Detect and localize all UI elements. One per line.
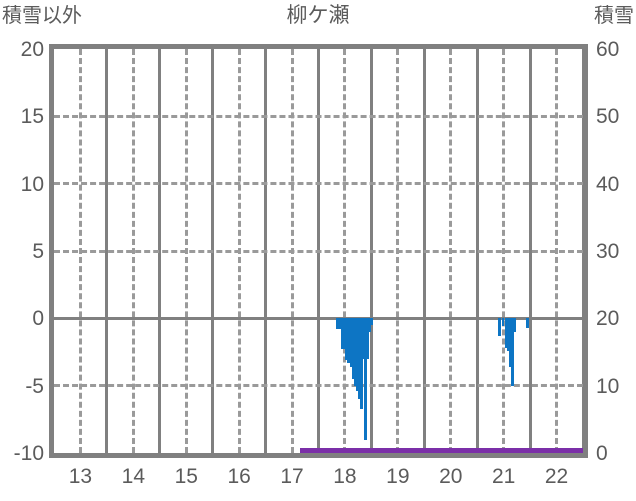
bar xyxy=(338,318,341,330)
y-axis-right-tick-label: 30 xyxy=(596,240,620,263)
bar xyxy=(498,318,501,336)
bar xyxy=(504,318,507,348)
bar xyxy=(368,318,371,332)
x-axis-tick-label: 16 xyxy=(227,465,251,488)
x-axis-tick-label: 14 xyxy=(121,465,146,488)
y-axis-left-tick-label: 0 xyxy=(32,307,44,331)
right-axis-unit-label: 積雪 xyxy=(594,5,634,27)
x-axis-tick-label: 19 xyxy=(386,465,410,488)
gridline-horizontal xyxy=(54,182,583,186)
bar xyxy=(351,318,355,379)
bar xyxy=(366,318,369,359)
bar xyxy=(506,318,510,351)
bar xyxy=(343,318,346,350)
x-axis-tick-label: 22 xyxy=(544,465,569,488)
x-axis-tick-label: 15 xyxy=(174,465,198,488)
bar xyxy=(514,318,517,332)
bar xyxy=(364,318,367,440)
bar xyxy=(511,318,514,386)
gridline-horizontal xyxy=(54,114,583,118)
plot-inner xyxy=(54,49,583,453)
bar xyxy=(501,318,505,327)
gridline-horizontal xyxy=(54,384,583,388)
y-axis-right-tick-label: 0 xyxy=(596,442,608,465)
bar xyxy=(341,318,344,350)
x-axis-tick-label: 20 xyxy=(439,465,463,488)
y-axis-right-tick-label: 10 xyxy=(596,374,620,398)
x-axis-tick-label: 21 xyxy=(491,465,516,488)
y-axis-right-tick-label: 40 xyxy=(596,172,620,196)
y-axis-right-tick-label: 50 xyxy=(596,105,620,129)
y-axis-right-tick-label: 60 xyxy=(596,38,620,61)
bar xyxy=(526,318,529,328)
plot-area xyxy=(49,44,588,458)
bar xyxy=(509,318,512,367)
left-axis-unit-label: 積雪以外 xyxy=(2,5,82,27)
bar xyxy=(370,318,374,326)
y-axis-left-tick-label: -10 xyxy=(13,442,44,465)
x-axis-tick-label: 18 xyxy=(333,465,357,488)
bar xyxy=(355,318,359,392)
y-axis-right-tick-label: 20 xyxy=(596,307,620,331)
bar xyxy=(336,318,339,330)
bar xyxy=(353,318,357,386)
bar xyxy=(349,318,352,367)
y-axis-left-tick-label: 20 xyxy=(20,38,44,61)
bar xyxy=(345,318,348,361)
y-axis-left-tick-label: -5 xyxy=(25,374,44,398)
bar xyxy=(358,318,361,400)
bar xyxy=(362,318,365,359)
y-axis-left-tick-label: 15 xyxy=(20,105,44,129)
y-axis-left-tick-label: 10 xyxy=(20,172,44,196)
snow-depth-line xyxy=(299,448,583,453)
bar xyxy=(347,318,350,363)
gridline-horizontal xyxy=(54,249,583,253)
chart-title: 柳ケ瀬 xyxy=(286,4,350,27)
x-axis-tick-label: 17 xyxy=(280,465,304,488)
x-axis-tick-label: 13 xyxy=(68,465,93,488)
gridline-zero xyxy=(54,316,583,320)
y-axis-left-tick-label: 5 xyxy=(32,240,44,263)
bar xyxy=(360,318,363,409)
